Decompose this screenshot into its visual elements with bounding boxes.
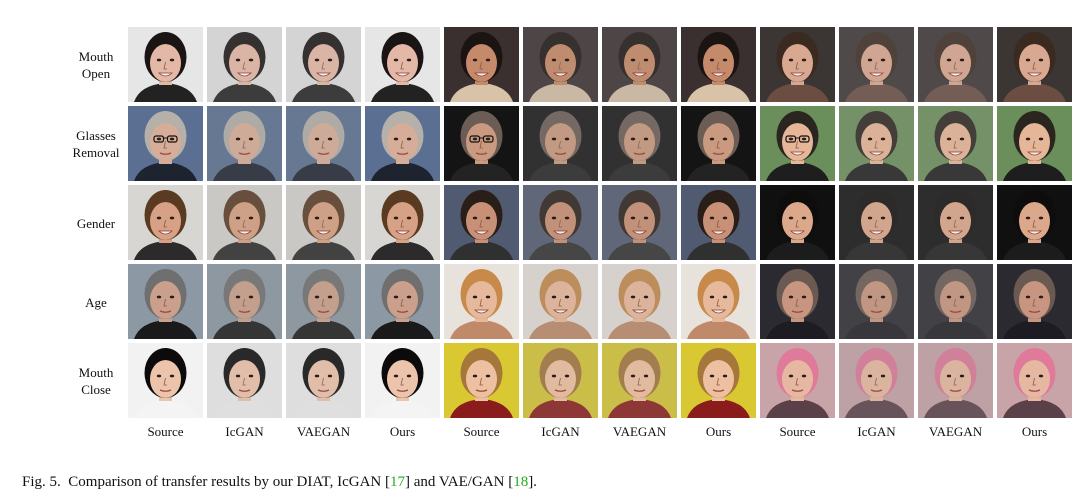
face-image bbox=[128, 264, 203, 339]
face-image bbox=[444, 264, 519, 339]
face-image bbox=[760, 264, 835, 339]
face-image bbox=[523, 106, 598, 181]
face-image bbox=[365, 27, 440, 102]
column-label: Ours bbox=[1021, 424, 1048, 439]
face-image bbox=[128, 343, 203, 418]
face-image bbox=[207, 343, 282, 418]
face-image bbox=[444, 185, 519, 260]
face-image bbox=[207, 27, 282, 102]
face-image bbox=[997, 343, 1072, 418]
face-image bbox=[207, 185, 282, 260]
row-label: Mouth Open bbox=[78, 49, 114, 81]
face-image bbox=[523, 27, 598, 102]
column-label: Ours bbox=[705, 424, 732, 439]
face-image bbox=[602, 264, 677, 339]
face-image bbox=[286, 343, 361, 418]
column-label: Ours bbox=[389, 424, 416, 439]
face-image bbox=[839, 27, 914, 102]
face-image bbox=[918, 27, 993, 102]
figure-caption: Fig. 5. Comparison of transfer results b… bbox=[22, 474, 537, 491]
face-image bbox=[760, 27, 835, 102]
face-image bbox=[207, 106, 282, 181]
face-image bbox=[839, 106, 914, 181]
face-image bbox=[286, 27, 361, 102]
face-image bbox=[997, 27, 1072, 102]
face-image bbox=[444, 343, 519, 418]
face-image bbox=[681, 264, 756, 339]
face-image bbox=[602, 185, 677, 260]
face-image bbox=[918, 185, 993, 260]
face-image bbox=[681, 27, 756, 102]
caption-text: Comparison of transfer results by our DI… bbox=[68, 474, 390, 490]
face-image bbox=[681, 185, 756, 260]
face-image bbox=[286, 264, 361, 339]
face-image bbox=[681, 106, 756, 181]
face-image bbox=[839, 185, 914, 260]
column-label: IcGAN bbox=[225, 424, 264, 439]
face-image bbox=[286, 185, 361, 260]
face-image bbox=[444, 106, 519, 181]
face-image bbox=[602, 106, 677, 181]
face-image bbox=[918, 264, 993, 339]
face-image bbox=[523, 343, 598, 418]
column-label: IcGAN bbox=[541, 424, 580, 439]
face-image bbox=[207, 264, 282, 339]
citation-link[interactable]: 18 bbox=[513, 474, 529, 490]
face-image bbox=[602, 27, 677, 102]
face-image bbox=[997, 106, 1072, 181]
column-label: VAEGAN bbox=[612, 424, 667, 439]
face-image bbox=[997, 185, 1072, 260]
face-image bbox=[918, 343, 993, 418]
face-image bbox=[918, 106, 993, 181]
column-label: IcGAN bbox=[857, 424, 896, 439]
face-image bbox=[523, 264, 598, 339]
caption-prefix: Fig. 5. bbox=[22, 474, 61, 490]
face-image bbox=[602, 343, 677, 418]
row-label: Gender bbox=[76, 216, 116, 231]
column-label: Source bbox=[463, 424, 500, 439]
face-image bbox=[681, 343, 756, 418]
face-image-grid bbox=[128, 27, 1072, 418]
column-label: VAEGAN bbox=[928, 424, 983, 439]
face-image bbox=[760, 106, 835, 181]
face-image bbox=[760, 343, 835, 418]
face-image bbox=[365, 185, 440, 260]
row-label: Glasses Removal bbox=[72, 128, 120, 160]
face-image bbox=[128, 106, 203, 181]
face-image bbox=[286, 106, 361, 181]
caption-text: ]. bbox=[528, 474, 537, 490]
face-image bbox=[365, 106, 440, 181]
face-image bbox=[128, 27, 203, 102]
face-image bbox=[760, 185, 835, 260]
column-label: VAEGAN bbox=[296, 424, 351, 439]
citation-link[interactable]: 17 bbox=[390, 474, 405, 490]
face-image bbox=[523, 185, 598, 260]
face-image bbox=[128, 185, 203, 260]
column-labels: Source IcGAN VAEGAN Ours Source IcGAN VA… bbox=[128, 424, 1072, 440]
face-image bbox=[365, 343, 440, 418]
face-image bbox=[365, 264, 440, 339]
face-image bbox=[839, 343, 914, 418]
row-label: Mouth Close bbox=[78, 365, 114, 397]
face-image bbox=[839, 264, 914, 339]
row-label: Age bbox=[85, 295, 107, 310]
column-label: Source bbox=[779, 424, 816, 439]
caption-text: ] and VAE/GAN [ bbox=[405, 474, 514, 490]
face-image bbox=[997, 264, 1072, 339]
face-image bbox=[444, 27, 519, 102]
column-label: Source bbox=[147, 424, 184, 439]
